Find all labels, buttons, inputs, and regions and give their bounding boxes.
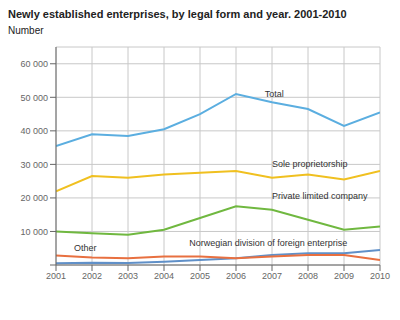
svg-text:2004: 2004 bbox=[154, 271, 174, 281]
html-text:Newly established enterprises,: Newly established enterprises, by legal … bbox=[8, 8, 347, 20]
svg-text:2007: 2007 bbox=[262, 271, 282, 281]
svg-text:Norwegian division of foreign: Norwegian division of foreign enterprise bbox=[189, 238, 347, 248]
svg-text:2003: 2003 bbox=[118, 271, 138, 281]
svg-text:2008: 2008 bbox=[298, 271, 318, 281]
svg-text:40 000: 40 000 bbox=[20, 126, 48, 136]
svg-text:60 000: 60 000 bbox=[20, 59, 48, 69]
svg-text:Sole proprietorship: Sole proprietorship bbox=[272, 159, 348, 169]
svg-text:30 000: 30 000 bbox=[20, 160, 48, 170]
svg-text:20 000: 20 000 bbox=[20, 193, 48, 203]
svg-text:2010: 2010 bbox=[370, 271, 390, 281]
svg-text:2002: 2002 bbox=[82, 271, 102, 281]
svg-text:2001: 2001 bbox=[46, 271, 66, 281]
svg-text:2005: 2005 bbox=[190, 271, 210, 281]
svg-text:Private limited company: Private limited company bbox=[272, 191, 368, 201]
svg-text:Other: Other bbox=[74, 243, 97, 253]
svg-text:10 000: 10 000 bbox=[20, 227, 48, 237]
html-text:Number: Number bbox=[8, 25, 44, 36]
svg-text:Total: Total bbox=[265, 89, 284, 99]
svg-text:2009: 2009 bbox=[334, 271, 354, 281]
svg-text:2006: 2006 bbox=[226, 271, 246, 281]
svg-text:50 000: 50 000 bbox=[20, 93, 48, 103]
